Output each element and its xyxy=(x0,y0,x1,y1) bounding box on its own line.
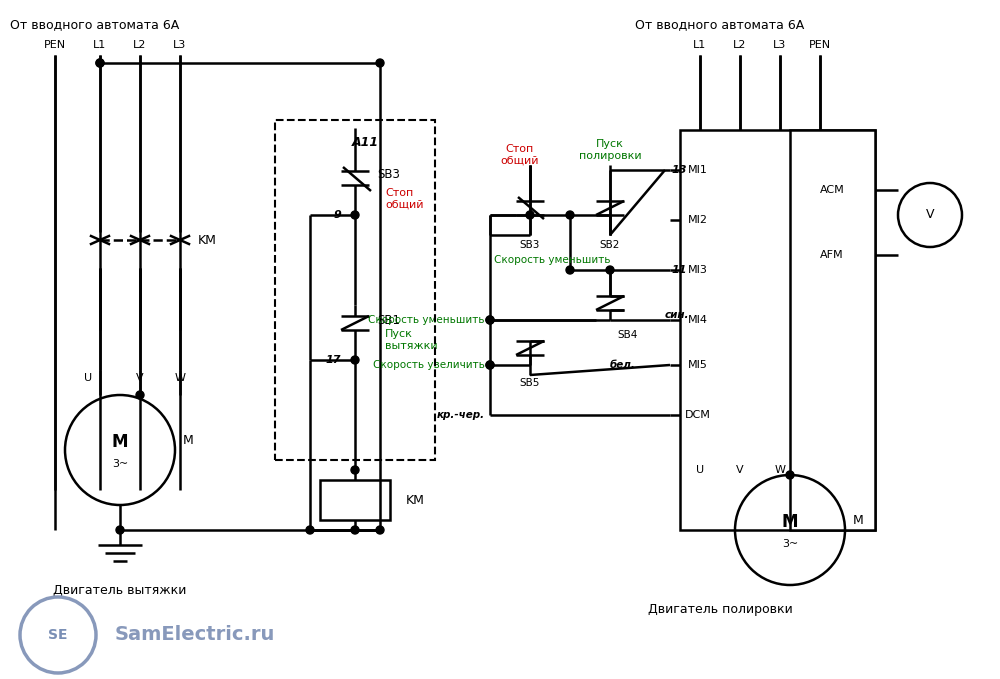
Text: DCM: DCM xyxy=(685,410,711,420)
Text: L1: L1 xyxy=(693,40,707,50)
Text: SamElectric.ru: SamElectric.ru xyxy=(115,625,275,644)
Text: AFM: AFM xyxy=(820,250,844,260)
Text: 13: 13 xyxy=(672,165,688,175)
Text: W: W xyxy=(774,465,786,475)
Text: Скорость уменьшить: Скорость уменьшить xyxy=(368,315,485,325)
Text: SB5: SB5 xyxy=(520,378,540,388)
Text: M: M xyxy=(782,513,798,531)
Circle shape xyxy=(376,59,384,67)
Text: кр.-чер.: кр.-чер. xyxy=(437,410,485,420)
Circle shape xyxy=(376,526,384,534)
Text: U: U xyxy=(84,373,92,383)
Text: L3: L3 xyxy=(173,40,187,50)
Circle shape xyxy=(486,361,494,369)
Circle shape xyxy=(566,266,574,274)
Text: Скорость уменьшить: Скорость уменьшить xyxy=(494,255,610,265)
Circle shape xyxy=(136,391,144,399)
Text: PEN: PEN xyxy=(44,40,66,50)
Text: Двигатель вытяжки: Двигатель вытяжки xyxy=(53,583,187,596)
Circle shape xyxy=(486,361,494,369)
Text: KM: KM xyxy=(198,234,217,246)
Text: MI5: MI5 xyxy=(688,360,708,370)
Text: 3~: 3~ xyxy=(112,459,128,469)
Bar xyxy=(275,120,435,460)
Circle shape xyxy=(351,356,359,364)
Text: бел.: бел. xyxy=(610,360,636,370)
Text: Пуск
полировки: Пуск полировки xyxy=(579,139,641,161)
Circle shape xyxy=(606,266,614,274)
Text: Двигатель полировки: Двигатель полировки xyxy=(648,604,792,617)
Circle shape xyxy=(116,526,124,534)
Circle shape xyxy=(306,526,314,534)
Text: V: V xyxy=(736,465,744,475)
Circle shape xyxy=(526,211,534,219)
Text: L2: L2 xyxy=(133,40,147,50)
Text: Стоп
общий: Стоп общий xyxy=(501,144,539,166)
Text: A11: A11 xyxy=(351,136,379,149)
Circle shape xyxy=(486,316,494,324)
Text: MI4: MI4 xyxy=(688,315,708,325)
Text: V: V xyxy=(926,208,934,221)
Text: SB4: SB4 xyxy=(618,330,638,340)
Text: KM: KM xyxy=(406,494,425,507)
Text: L2: L2 xyxy=(733,40,747,50)
Text: MI3: MI3 xyxy=(688,265,708,275)
Text: син.: син. xyxy=(665,310,690,320)
Text: SB2: SB2 xyxy=(600,240,620,250)
Text: Стоп
общий: Стоп общий xyxy=(385,188,424,210)
Text: L1: L1 xyxy=(93,40,107,50)
Circle shape xyxy=(566,211,574,219)
Circle shape xyxy=(351,526,359,534)
Text: Скорость увеличить: Скорость увеличить xyxy=(373,360,485,370)
Circle shape xyxy=(351,211,359,219)
Text: SB3: SB3 xyxy=(377,168,400,181)
Text: 11: 11 xyxy=(672,265,688,275)
Text: От вводного автомата 6А: От вводного автомата 6А xyxy=(635,18,805,31)
Text: U: U xyxy=(696,465,704,475)
Text: SE: SE xyxy=(48,628,68,642)
Circle shape xyxy=(96,59,104,67)
Text: M: M xyxy=(183,433,194,447)
Text: M: M xyxy=(112,433,128,451)
Text: От вводного автомата 6А: От вводного автомата 6А xyxy=(10,18,179,31)
Text: Пуск
вытяжки: Пуск вытяжки xyxy=(385,329,438,351)
Bar xyxy=(680,130,875,530)
Text: SB1: SB1 xyxy=(377,314,400,327)
Text: ACM: ACM xyxy=(820,185,844,195)
Circle shape xyxy=(486,316,494,324)
Text: MI2: MI2 xyxy=(688,215,708,225)
Text: 9: 9 xyxy=(333,210,341,220)
Text: L3: L3 xyxy=(773,40,787,50)
Circle shape xyxy=(96,59,104,67)
Text: 17: 17 xyxy=(326,355,341,365)
Text: W: W xyxy=(175,373,186,383)
Text: V: V xyxy=(136,373,144,383)
Circle shape xyxy=(351,466,359,474)
Text: M: M xyxy=(853,513,864,526)
Circle shape xyxy=(786,471,794,479)
Text: MI1: MI1 xyxy=(688,165,708,175)
Bar xyxy=(790,130,875,530)
Bar xyxy=(320,480,390,520)
Text: SB3: SB3 xyxy=(520,240,540,250)
Text: PEN: PEN xyxy=(809,40,831,50)
Text: 3~: 3~ xyxy=(782,539,798,549)
